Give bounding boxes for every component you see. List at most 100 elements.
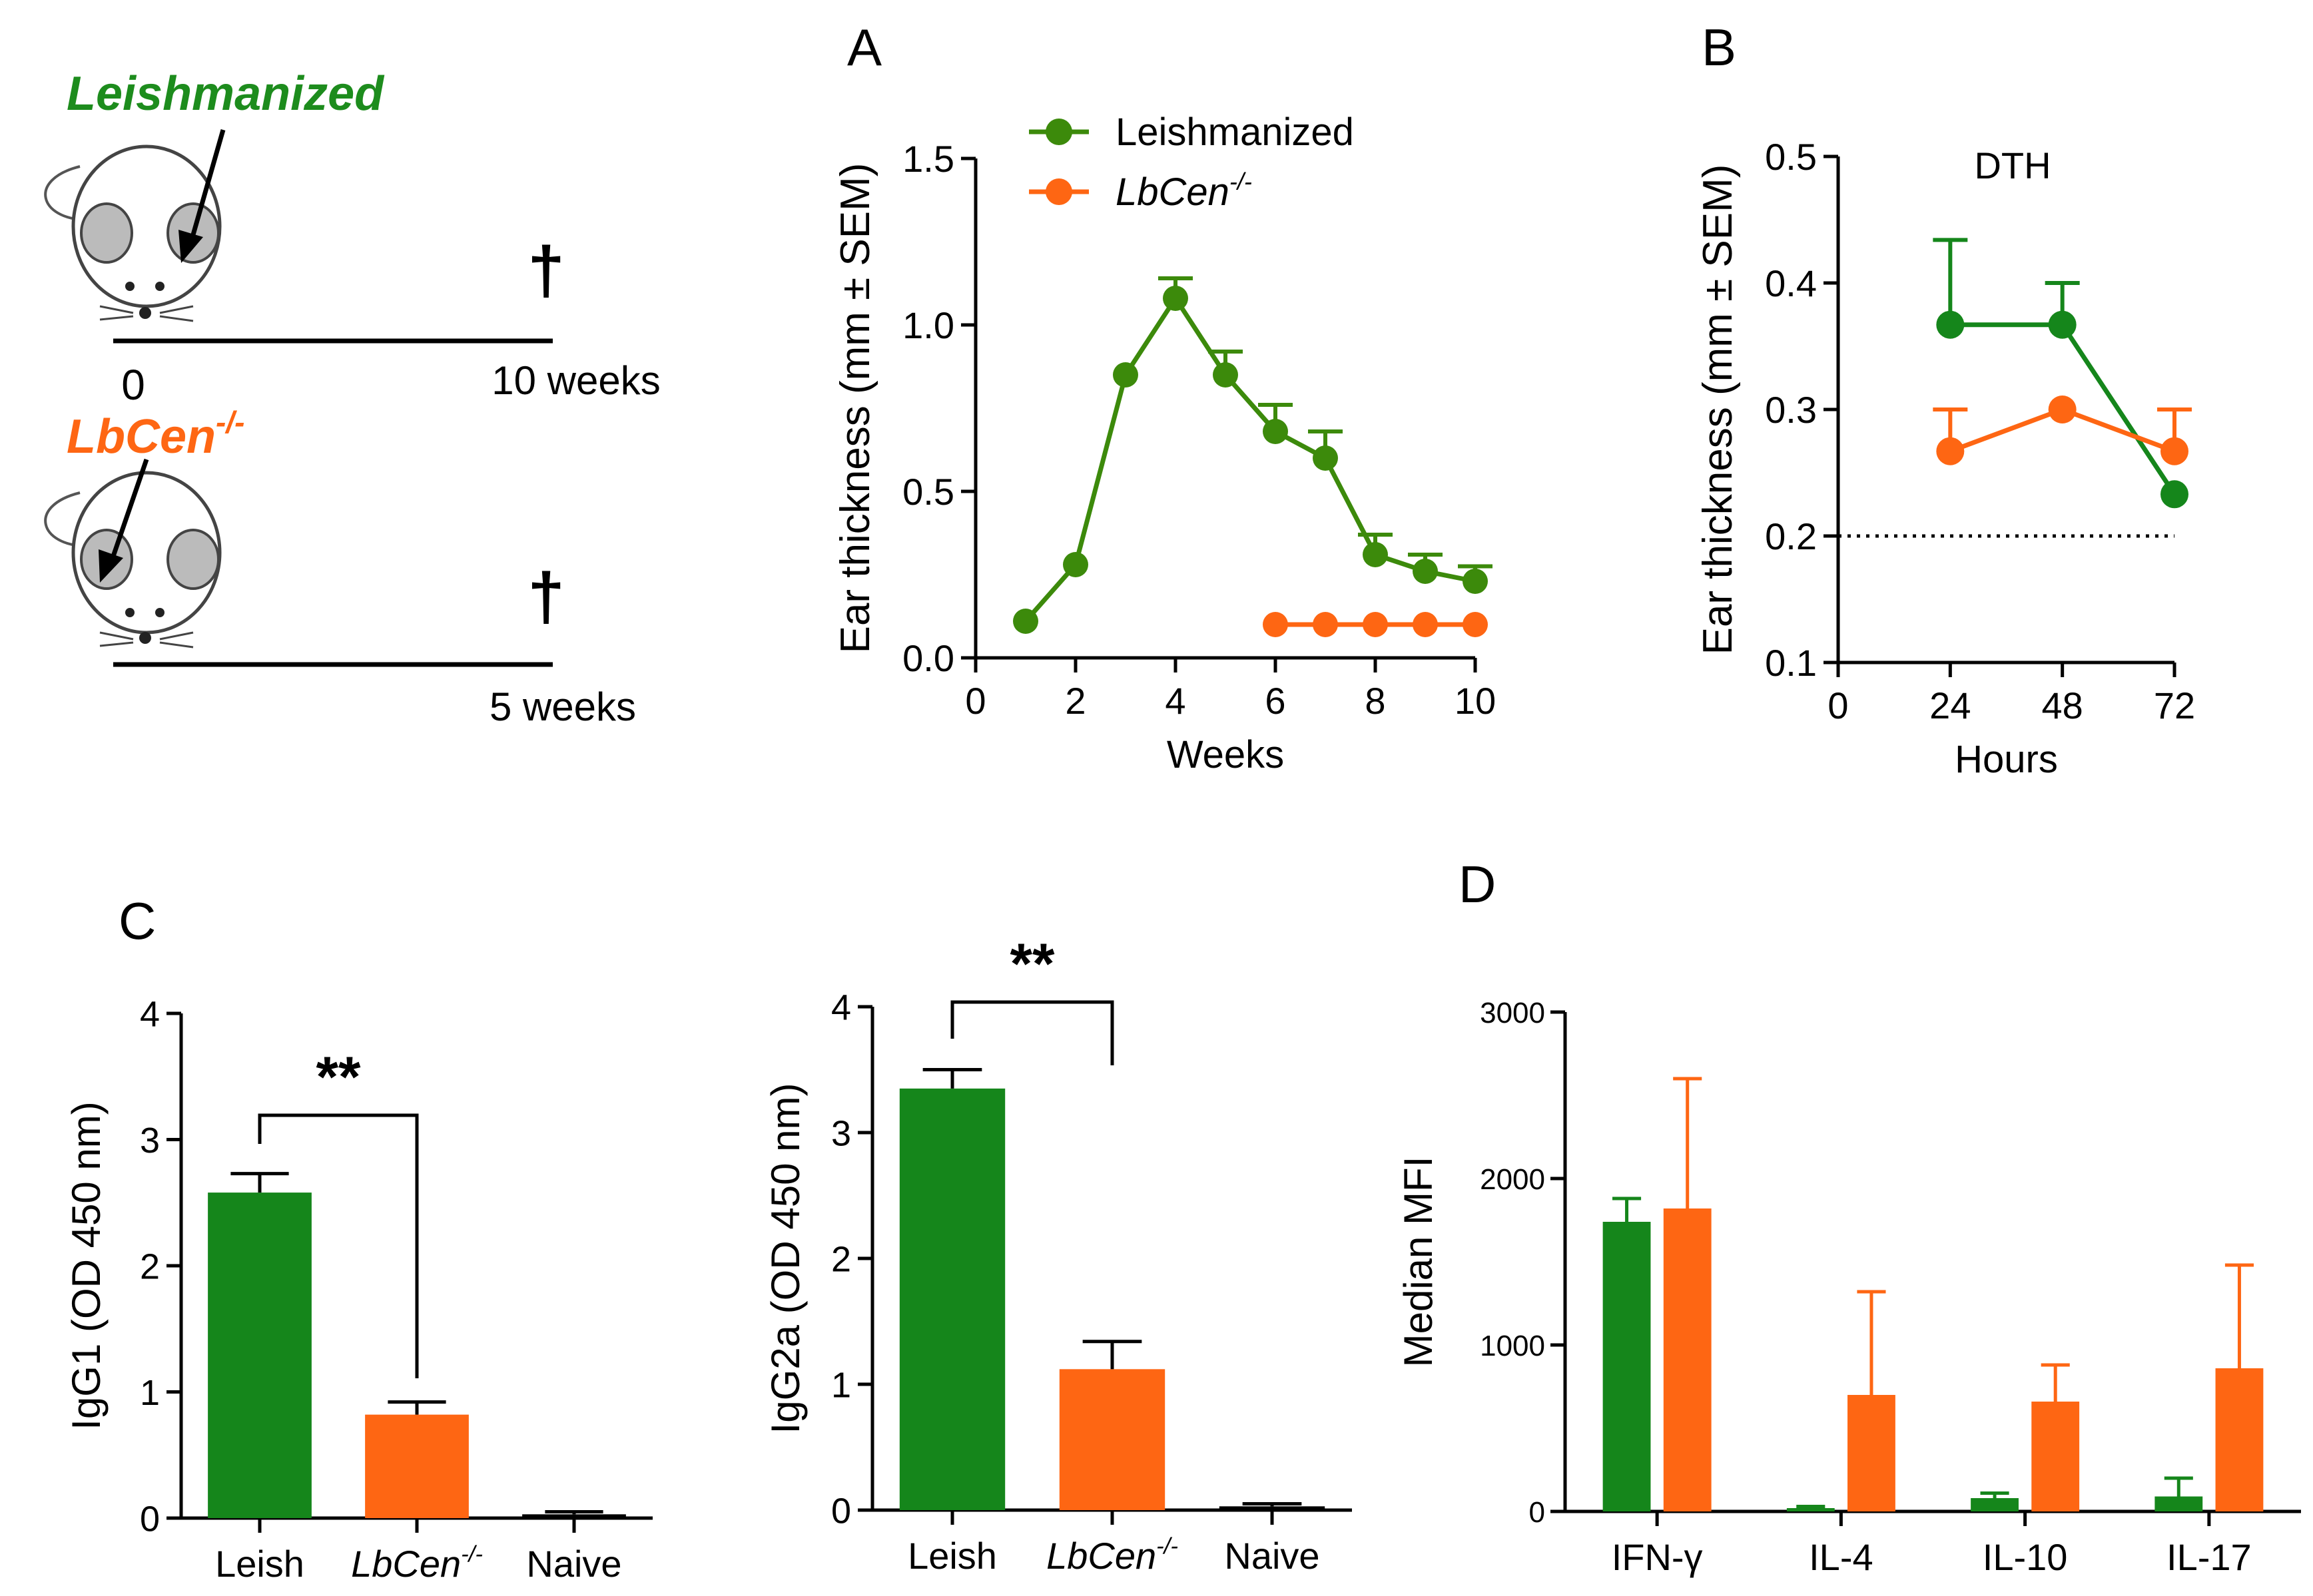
leishmanized-label: Leishmanized [67, 67, 385, 121]
chart-b: B 0.1 0.2 0.3 0.4 0.5 Ear thickness (mm ± SEM)… [1695, 18, 2195, 781]
panel-label: C [119, 892, 156, 950]
x-tick-label-sup: -/- [1156, 1534, 1178, 1559]
x-tick-label: Naive [526, 1543, 621, 1585]
y-tick-label: 0.5 [902, 471, 954, 513]
data-point [2160, 437, 2188, 465]
y-tick-label: 1.5 [902, 138, 954, 180]
significance-bracket [258, 1113, 419, 1378]
significance-label: ** [316, 1045, 361, 1109]
y-tick-label: 4 [831, 987, 851, 1027]
dagger-lbcen: † [527, 559, 565, 634]
chart-c-igg1: C 0 1 2 3 4 IgG1 (OD 450 nm) Leish LbCen-/- Naive… [64, 892, 653, 1585]
x-tick-label: 10 [1455, 680, 1496, 722]
x-tick-label: IL-10 [1983, 1536, 2068, 1578]
y-tick-label: 1 [140, 1373, 160, 1413]
y-tick-label: 2 [140, 1246, 160, 1286]
x-tick-label: 48 [2042, 684, 2083, 726]
panel-label: D [1459, 855, 1496, 914]
bar [522, 1514, 626, 1518]
x-tick-label-sup: -/- [461, 1542, 483, 1567]
y-tick-label: 3 [140, 1121, 160, 1161]
y-tick-label: 2000 [1480, 1163, 1545, 1196]
y-tick-label: 4 [140, 994, 160, 1034]
x-axis-label: Weeks [1167, 733, 1284, 776]
x-tick-label: Leish [215, 1543, 304, 1585]
data-point [1013, 609, 1038, 634]
bar [1602, 1222, 1651, 1511]
y-tick-label: 0.2 [1765, 515, 1817, 557]
y-axis-label: IgG2a (OD 450 nm) [763, 1083, 808, 1434]
bar [1786, 1508, 1835, 1511]
x-tick-label: 24 [1929, 684, 1971, 726]
legend-marker [1046, 119, 1072, 145]
data-point [1413, 612, 1438, 637]
y-tick-label: 0.5 [1765, 136, 1817, 178]
legend-label-sup: -/- [1229, 168, 1252, 195]
x-tick-label: Leish [908, 1535, 997, 1577]
schematic-lbcen: LbCen-/- † 5 weeks [44, 405, 636, 729]
x-tick-label: 2 [1065, 680, 1086, 722]
x-tick-label: 6 [1265, 680, 1285, 722]
x-tick-label: 0 [965, 680, 986, 722]
data-point [1063, 552, 1088, 577]
significance-bracket [950, 1000, 1114, 1065]
data-point [2048, 396, 2077, 423]
bar [1847, 1395, 1895, 1511]
y-tick-label: 0.1 [1765, 642, 1817, 684]
data-point [1313, 612, 1338, 637]
chart-title: DTH [1974, 144, 2051, 186]
chart-c-igg2a: 0 1 2 3 4 IgG2a (OD 450 nm) Leish LbCen-/- Naive… [763, 932, 1352, 1577]
bar [1971, 1498, 2019, 1511]
x-tick-label: IL-17 [2166, 1536, 2252, 1578]
bar [899, 1088, 1006, 1510]
x-tick-label-base: LbCen [351, 1543, 461, 1585]
data-point [2048, 310, 2077, 339]
bar [2031, 1402, 2080, 1511]
data-point [1463, 612, 1488, 637]
panel-label: A [847, 18, 882, 77]
x-tick-label-base: LbCen [1046, 1535, 1156, 1577]
x-tick-label: 8 [1365, 680, 1385, 722]
injection-arrow [187, 129, 226, 247]
data-point [1313, 445, 1338, 471]
significance-label: ** [1010, 932, 1055, 996]
x-tick-label: 0 [1827, 684, 1848, 726]
data-point [1213, 362, 1238, 388]
data-point [1263, 419, 1288, 444]
y-axis-label: Ear thickness (mm ± SEM) [1695, 164, 1741, 655]
data-point [1936, 437, 1965, 465]
x-tick-label: LbCen-/- [1046, 1534, 1178, 1577]
bar [2215, 1368, 2264, 1511]
data-point [1163, 286, 1188, 311]
data-point [2160, 480, 2188, 509]
data-point [1263, 612, 1288, 637]
lbcen-label-sup: -/- [216, 405, 244, 439]
bar [2154, 1496, 2203, 1511]
x-tick-label: IL-4 [1809, 1536, 1873, 1578]
y-tick-label: 1000 [1480, 1330, 1545, 1362]
bar [208, 1193, 312, 1518]
legend-label: LbCen-/- [1116, 168, 1252, 214]
lbcen-label: LbCen-/- [67, 405, 244, 463]
chart-d: D 0 1000 2000 3000 Median MFI IFN-γ IL-4 IL-10 IL… [1396, 855, 2301, 1578]
y-tick-label: 0.0 [902, 637, 954, 679]
y-tick-label: 0 [1529, 1496, 1545, 1529]
y-axis-label: Ear thickness (mm ± SEM) [832, 163, 878, 654]
legend-label-base: LbCen [1116, 170, 1229, 214]
bar [1059, 1369, 1165, 1510]
data-point [1363, 542, 1388, 567]
timeline-end-label: 5 weeks [490, 684, 636, 729]
series-line [1024, 294, 1476, 623]
x-axis-label: Hours [1955, 738, 2058, 781]
bar [365, 1414, 469, 1518]
panel-label: B [1702, 18, 1736, 77]
schematic-leishmanized: Leishmanized † 0 10 weeks [44, 67, 661, 409]
y-tick-label: 2 [831, 1239, 851, 1279]
legend-marker [1046, 178, 1072, 205]
y-tick-label: 1 [831, 1365, 851, 1405]
data-point [1463, 569, 1488, 594]
legend-label: Leishmanized [1116, 111, 1354, 154]
x-tick-label: LbCen-/- [351, 1542, 483, 1585]
y-tick-label: 0 [140, 1499, 160, 1539]
